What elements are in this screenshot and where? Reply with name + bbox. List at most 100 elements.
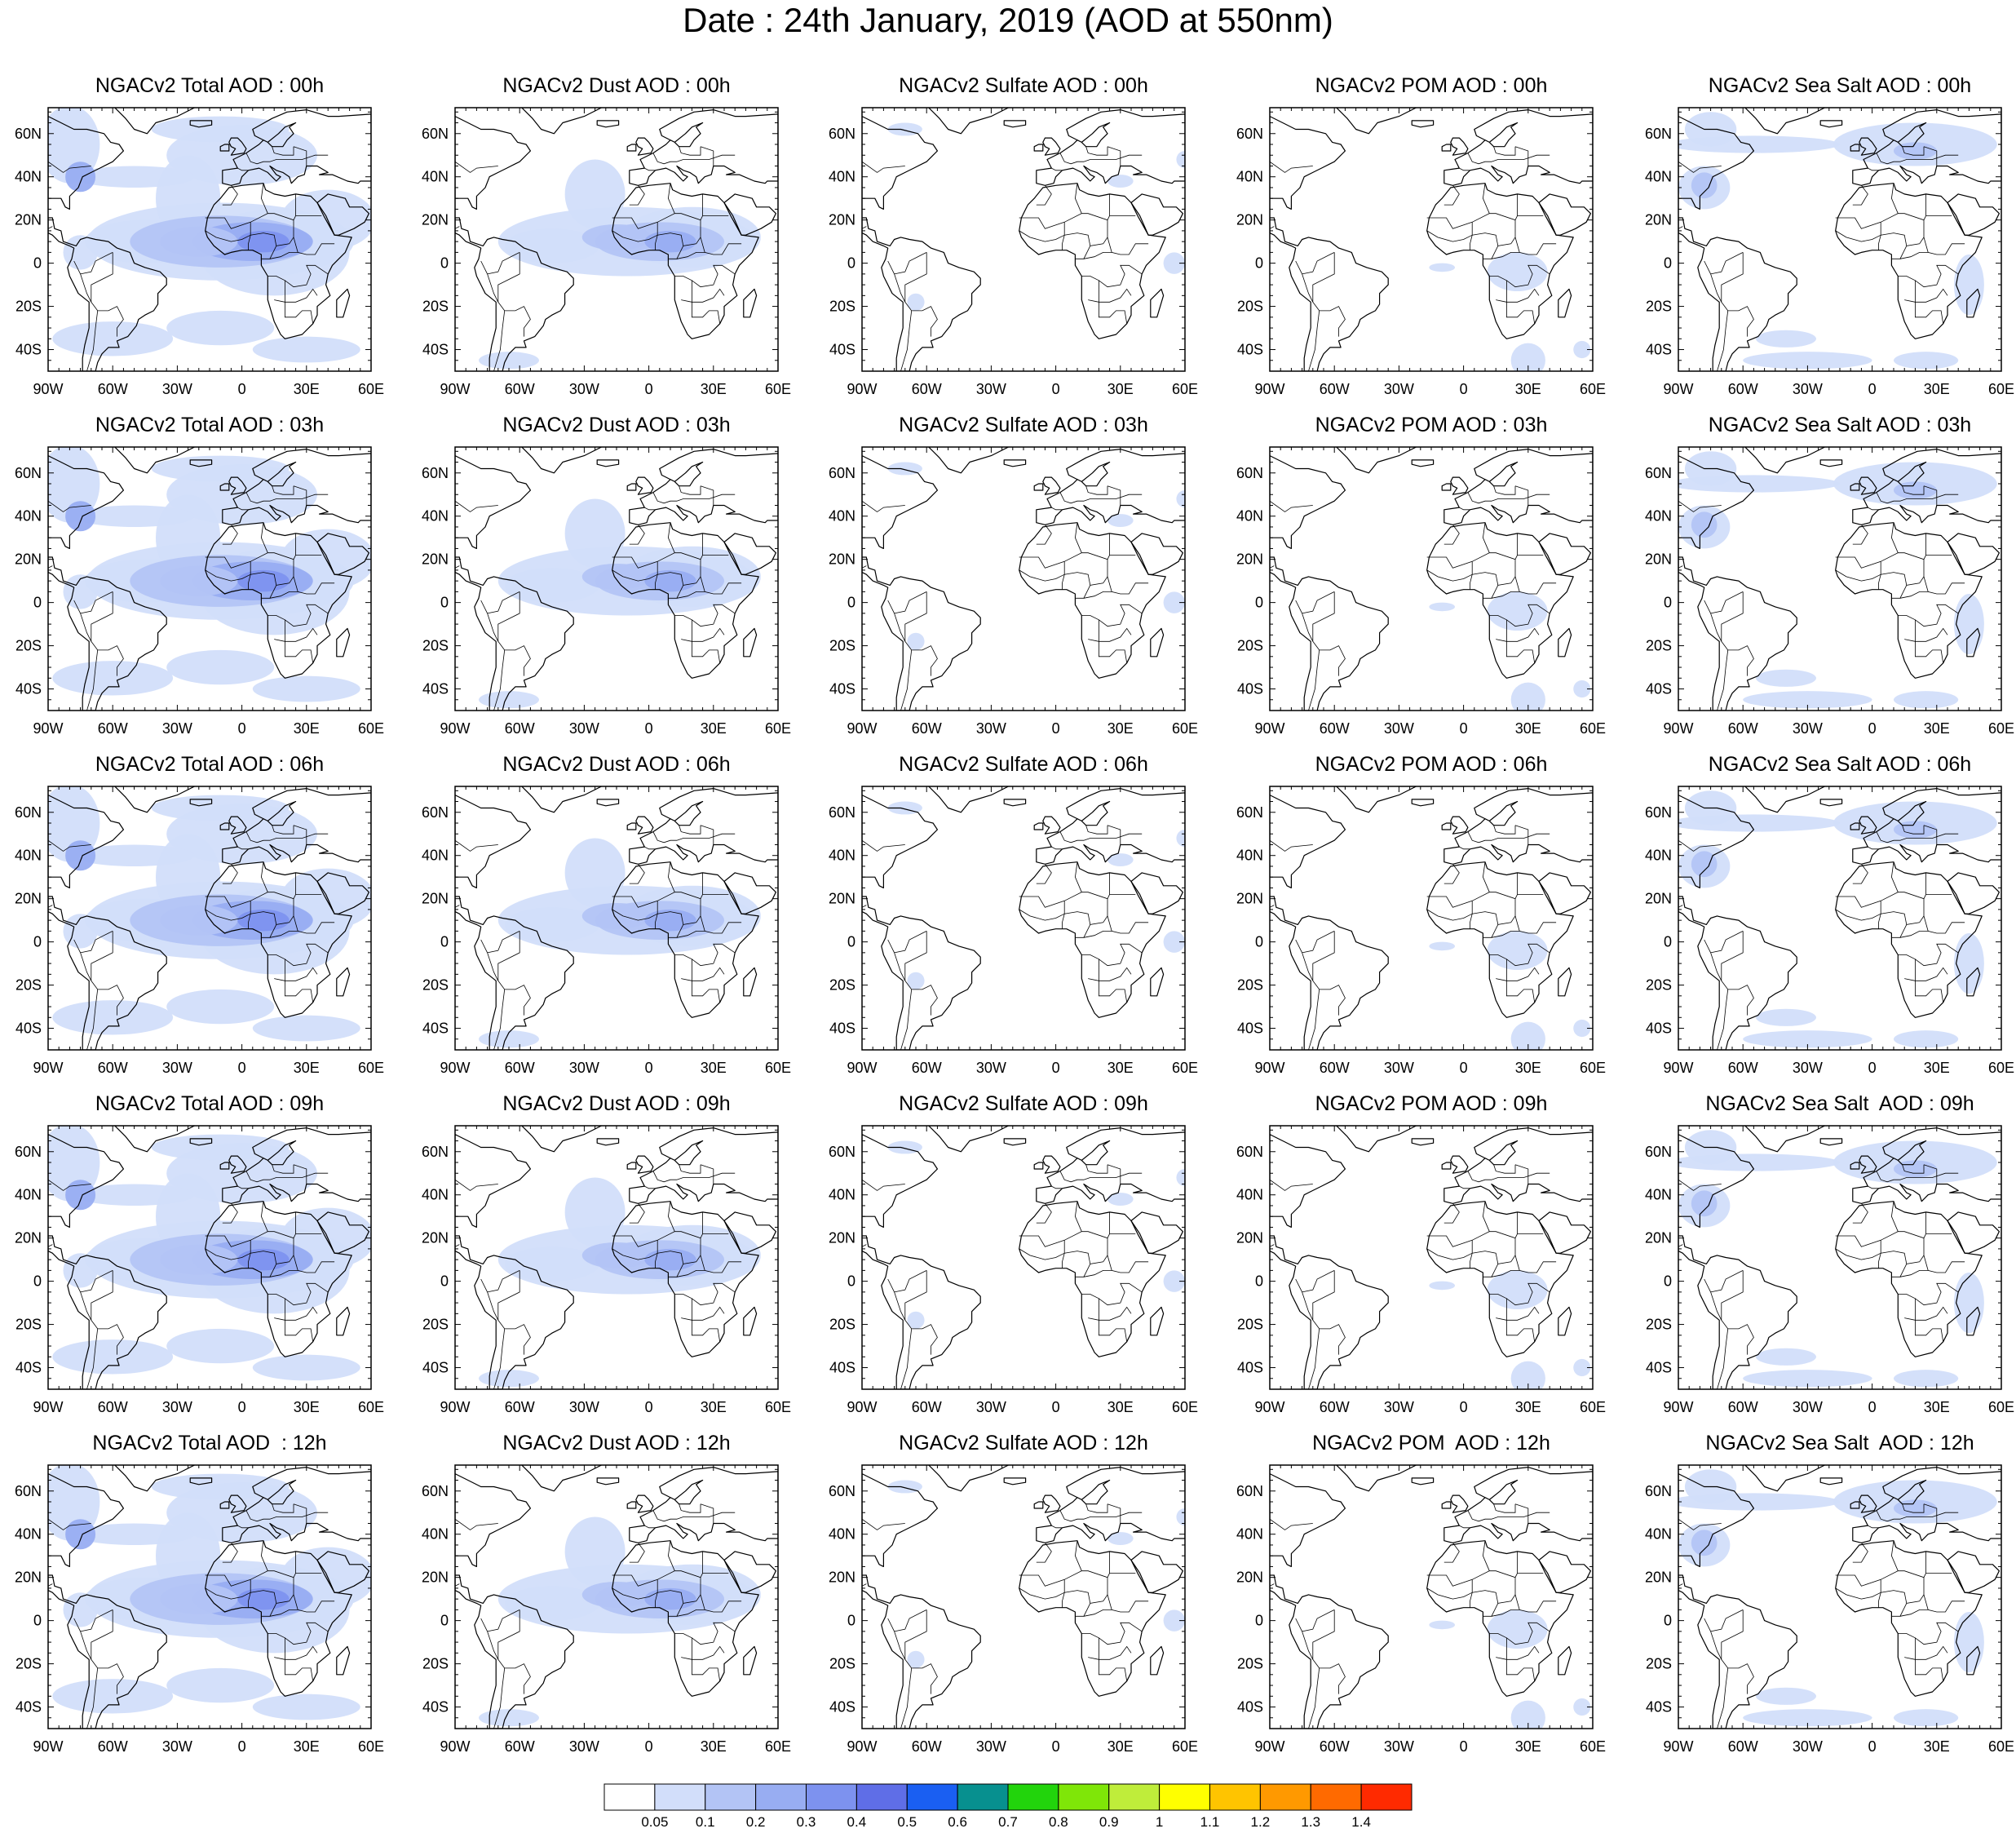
country-border: [1088, 978, 1099, 981]
lon-label: 60W: [505, 1060, 535, 1076]
country-border: [900, 649, 913, 711]
lat-label: 40N: [1645, 848, 1672, 864]
aod-contour: [504, 1246, 599, 1282]
country-border: [293, 1594, 335, 1613]
map-area: 60N 40N 20N 0 20S 40S 90W 60W 30W 0 30E 60E: [829, 446, 1198, 737]
coastline: [1426, 1540, 1574, 1697]
coastline: [1835, 1201, 1983, 1357]
map-svg: 60N 40N 20N 0 20S 40S 90W 60W 30W 0 30E 60E: [1645, 786, 2014, 1076]
lon-label: 30E: [1515, 381, 1541, 397]
colorbar-label: 1.1: [1200, 1814, 1220, 1830]
country-border: [1075, 1603, 1091, 1617]
country-border: [1496, 1317, 1507, 1321]
lat-label: 60N: [829, 126, 855, 142]
country-border: [48, 839, 91, 852]
aod-contour: [73, 1184, 195, 1206]
coastline: [1859, 1155, 1877, 1174]
map-area: 60N 40N 20N 0 20S 40S 90W 60W 30W 0 30E 60E: [1645, 786, 2014, 1076]
country-border: [679, 1164, 701, 1174]
coastline: [1042, 1155, 1061, 1174]
lon-label: 30E: [294, 720, 320, 737]
country-border: [293, 915, 335, 934]
lon-label: 30E: [701, 1738, 727, 1755]
colorbar-label: 0.8: [1049, 1814, 1068, 1830]
country-border: [1899, 1269, 1929, 1277]
panel-sulfate-row-2: NGACv2 Sulfate AOD : 06h 60N 40N 20N 0 20S 40S…: [816, 753, 1224, 1088]
country-border: [1083, 251, 1112, 259]
country-border: [691, 280, 725, 303]
country-border: [86, 649, 99, 711]
country-border: [86, 310, 99, 371]
country-border: [284, 981, 314, 1003]
aod-contour: [1107, 1532, 1134, 1545]
coastline: [1947, 193, 2000, 236]
lat-label: 20N: [1236, 1570, 1263, 1586]
country-border: [1482, 522, 1490, 553]
aod-contour: [479, 1030, 539, 1048]
aod-contour: [252, 1354, 360, 1381]
country-border: [894, 931, 927, 954]
coastline: [336, 627, 351, 657]
country-border: [91, 931, 124, 1016]
coastline: [455, 217, 574, 371]
country-border: [1904, 978, 1916, 981]
lat-label: 40S: [15, 1021, 42, 1037]
country-border: [1505, 1298, 1540, 1321]
map-svg: 60N 40N 20N 0 20S 40S 90W 60W 30W 0 30E 60E: [829, 1464, 1198, 1755]
aod-contour: [1163, 931, 1185, 953]
country-border: [1852, 1203, 1868, 1224]
lat-label: 0: [33, 1273, 42, 1290]
lon-label: 60E: [358, 381, 384, 397]
coastline: [635, 816, 654, 835]
country-border: [260, 1540, 268, 1571]
aod-contour: [479, 1370, 539, 1388]
coastline: [1042, 137, 1061, 156]
coastline: [336, 1306, 351, 1336]
country-border: [73, 1618, 92, 1660]
lat-label: 60N: [15, 1483, 42, 1499]
country-border: [260, 522, 268, 553]
aod-contour: [160, 1583, 238, 1614]
country-border: [1098, 619, 1132, 642]
lat-label: 20N: [15, 1570, 42, 1586]
aod-contour: [1743, 1370, 1872, 1388]
panel-sulfate-row-4: NGACv2 Sulfate AOD : 12h 60N 40N 20N 0 20S 40S…: [816, 1432, 1224, 1767]
lat-label: 0: [1255, 595, 1263, 611]
coastline: [1335, 1465, 1417, 1492]
coastline: [927, 447, 1010, 474]
country-border: [674, 1282, 736, 1306]
panel-seasalt-row-1: NGACv2 Sea Salt AOD : 03h 60N 40N 20N 0 20S 40…: [1633, 414, 2016, 749]
lat-label: 20N: [422, 891, 449, 907]
country-border: [655, 561, 658, 590]
coastline: [189, 1138, 213, 1146]
map-svg: 60N 40N 20N 0 20S 40S 90W 60W 30W 0 30E 60E: [15, 107, 384, 397]
lon-label: 90W: [847, 720, 877, 737]
country-border: [1868, 507, 1879, 511]
map-area: 60N 40N 20N 0 20S 40S 90W 60W 30W 0 30E 60E: [1645, 1464, 2014, 1755]
lon-label: 90W: [1663, 1060, 1693, 1076]
lat-label: 40S: [829, 1360, 855, 1376]
lat-label: 40S: [15, 1699, 42, 1716]
lon-label: 30E: [294, 1399, 320, 1415]
country-border: [1482, 861, 1490, 892]
aod-contour: [1573, 1698, 1591, 1716]
lat-label: 20N: [15, 212, 42, 228]
aod-contour: [1743, 1709, 1872, 1727]
country-border: [205, 1570, 294, 1604]
country-border: [1678, 1179, 1722, 1191]
coastline: [205, 1540, 352, 1697]
coastline: [219, 1501, 230, 1509]
coastline: [316, 1211, 369, 1254]
country-border: [284, 641, 314, 663]
coastline: [1450, 476, 1469, 495]
country-border: [1898, 604, 1959, 627]
colorbar-swatch: [654, 1783, 706, 1811]
country-border: [1721, 1270, 1754, 1355]
country-border: [904, 252, 938, 337]
country-border: [1493, 1503, 1516, 1513]
country-border: [1505, 1659, 1536, 1681]
coastline: [219, 1162, 230, 1170]
country-border: [1075, 1264, 1091, 1277]
lon-label: 30E: [1107, 1399, 1134, 1415]
lon-label: 30W: [1793, 720, 1823, 737]
